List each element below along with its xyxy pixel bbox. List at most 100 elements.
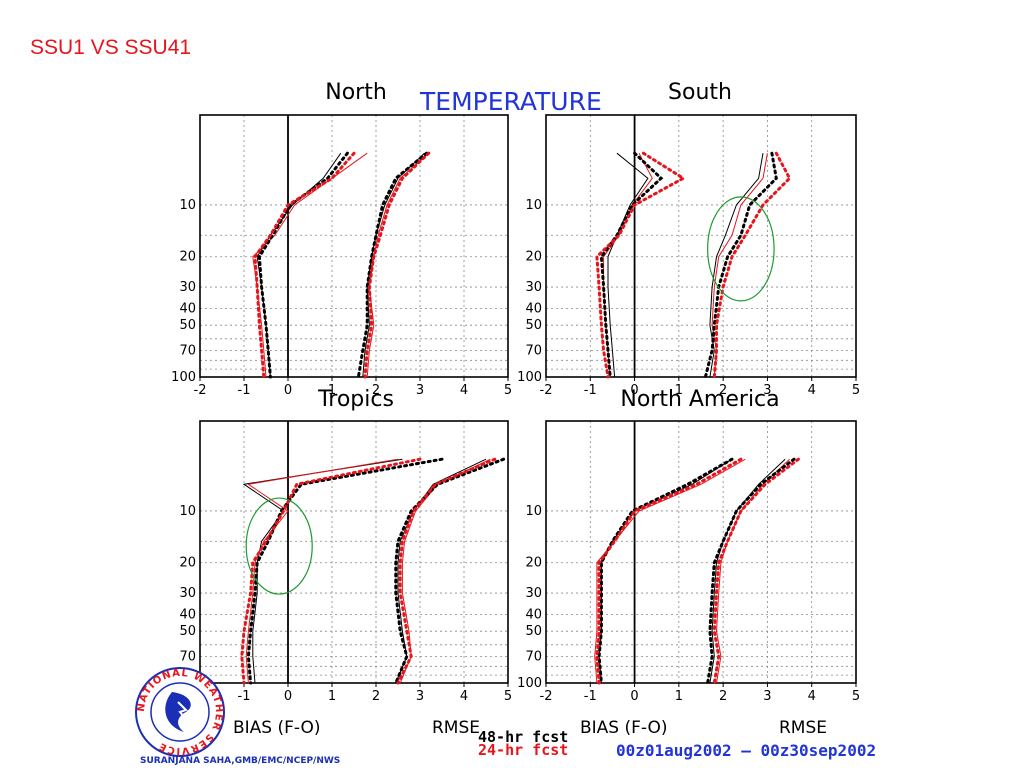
y-tick-label: 10 [525,504,542,519]
y-tick-label: 50 [525,318,542,333]
x-tick-label: -1 [238,689,251,704]
bias-line-ssu1-48-hr-fcst [242,458,403,684]
rmse-line-ssu1-24-hr-fcst [711,153,768,378]
y-tick-label: 20 [525,556,542,571]
author-credit: SURANJANA SAHA,GMB/EMC/NCEP/NWS [140,756,340,766]
rmse-line-ssu1-24-hr-fcst [366,152,430,378]
y-tick-label: 30 [525,586,542,601]
y-tick-label: 10 [179,198,196,213]
x-tick-label: 3 [763,689,771,704]
bias-line-ssu1-24-hr-fcst [603,152,653,378]
bias-line-ssu41-48-hr-fcst [246,457,444,685]
rmse-line-ssu41-48-hr-fcst [706,457,796,685]
bias-line-ssu41-24-hr-fcst [595,151,687,379]
panel-title: North America [620,387,779,412]
x-tick-label: -1 [238,383,251,398]
bias-line-ssu41-24-hr-fcst [240,457,422,685]
x-tick-label: 5 [504,383,512,398]
date-range: 00z01aug2002 – 00z30sep2002 [616,741,876,760]
x-tick-label: 0 [284,689,292,704]
rmse-line-ssu41-24-hr-fcst [363,151,431,379]
legend-48hr: 48-hr fcst [478,728,568,746]
y-tick-label: 50 [179,624,196,639]
panel-frame [199,114,509,378]
x-tick-label: 1 [675,383,683,398]
slide-title: SSU1 VS SSU41 [30,36,192,59]
x-tick-label: 3 [416,689,424,704]
x-tick-label: -1 [584,383,597,398]
x-tick-label: 0 [630,689,638,704]
rmse-line-ssu1-48-hr-fcst [709,458,786,684]
xlabel-bias-left: BIAS (F-O) [233,718,321,738]
bias-line-ssu41-24-hr-fcst [595,457,743,685]
y-tick-label: 70 [179,649,196,664]
x-tick-label: -2 [540,689,553,704]
x-tick-label: 2 [719,689,727,704]
rmse-line-ssu41-48-hr-fcst [394,457,506,685]
y-tick-label: 20 [525,250,542,265]
x-tick-label: 1 [328,689,336,704]
rmse-line-ssu1-24-hr-fcst [399,458,491,684]
y-tick-label: 30 [179,280,196,295]
x-tick-label: 2 [719,383,727,398]
x-tick-label: 1 [328,383,336,398]
rmse-line-ssu41-24-hr-fcst [712,151,792,379]
panel-title: North [325,80,387,105]
x-tick-label: 3 [763,383,771,398]
bias-line-ssu1-48-hr-fcst [607,152,649,378]
y-tick-label: 40 [179,608,196,623]
annotation-circle [245,497,313,595]
x-tick-label: 4 [460,383,468,398]
rmse-line-ssu41-48-hr-fcst [356,151,429,379]
y-tick-label: 40 [525,608,542,623]
x-tick-label: 0 [284,383,292,398]
bias-line-ssu41-48-hr-fcst [257,151,349,379]
y-tick-label: 40 [179,302,196,317]
bias-line-ssu1-24-hr-fcst [245,458,399,684]
x-tick-label: 4 [808,383,816,398]
x-tick-label: 4 [460,689,468,704]
rmse-line-ssu41-24-hr-fcst [712,457,800,685]
y-tick-label: 20 [179,250,196,265]
y-tick-label: 40 [525,302,542,317]
x-tick-label: 5 [504,689,512,704]
panel-frame [545,114,857,378]
bias-line-ssu1-48-hr-fcst [256,152,342,378]
y-tick-label: 100 [171,370,196,385]
y-tick-label: 10 [179,504,196,519]
x-tick-label: 3 [416,383,424,398]
nws-logo-icon: NATIONAL WEATHER SERVICE [135,667,225,757]
y-tick-label: 100 [517,370,542,385]
y-tick-label: 70 [179,343,196,358]
bias-line-ssu1-24-hr-fcst [594,458,746,684]
y-tick-label: 50 [179,318,196,333]
x-tick-label: 2 [372,383,380,398]
y-tick-label: 70 [525,649,542,664]
y-tick-label: 30 [525,280,542,295]
x-tick-label: -1 [584,689,597,704]
y-tick-label: 10 [525,198,542,213]
panel-tropics: -2-1012345102030405070100Tropics [171,387,512,704]
annotation-circle [707,196,775,302]
x-tick-label: 5 [852,689,860,704]
rmse-line-ssu41-24-hr-fcst [396,457,497,685]
rmse-line-ssu41-48-hr-fcst [703,151,778,379]
bias-line-ssu41-48-hr-fcst [599,151,664,379]
x-tick-label: 5 [852,383,860,398]
y-tick-label: 20 [179,556,196,571]
y-tick-label: 50 [525,624,542,639]
bias-line-ssu1-24-hr-fcst [252,152,368,378]
panel-title: South [668,80,732,105]
x-tick-label: 0 [630,383,638,398]
bias-line-ssu41-24-hr-fcst [253,151,356,379]
x-tick-label: 4 [808,689,816,704]
y-tick-label: 30 [179,586,196,601]
panel-frame [199,420,509,684]
panel-title: Tropics [317,387,394,412]
xlabel-rmse-right: RMSE [779,718,827,738]
